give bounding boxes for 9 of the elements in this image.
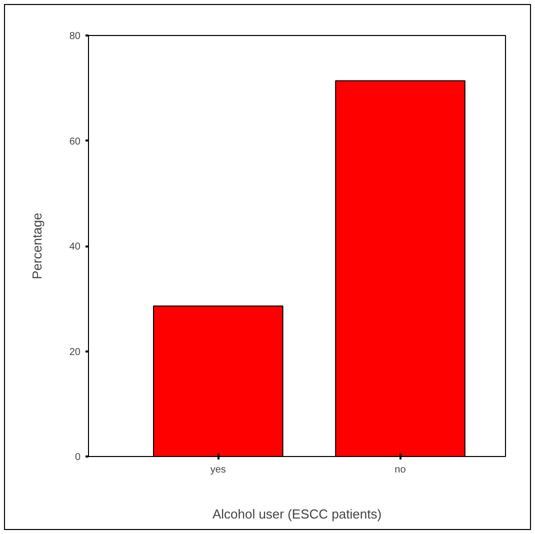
y-tick-label: 40 (69, 242, 81, 252)
x-tick-label: no (394, 464, 406, 476)
y-tick-label: 0 (74, 452, 81, 463)
x-axis-title: Alcohol user (ESCC patients) (212, 506, 382, 522)
x-tick-label: yes (210, 464, 226, 476)
y-tick-label: 80 (69, 31, 81, 42)
y-tick-label: 20 (69, 346, 81, 358)
y-tick-label: 60 (69, 136, 81, 148)
y-axis-title: Percentage (29, 212, 44, 280)
